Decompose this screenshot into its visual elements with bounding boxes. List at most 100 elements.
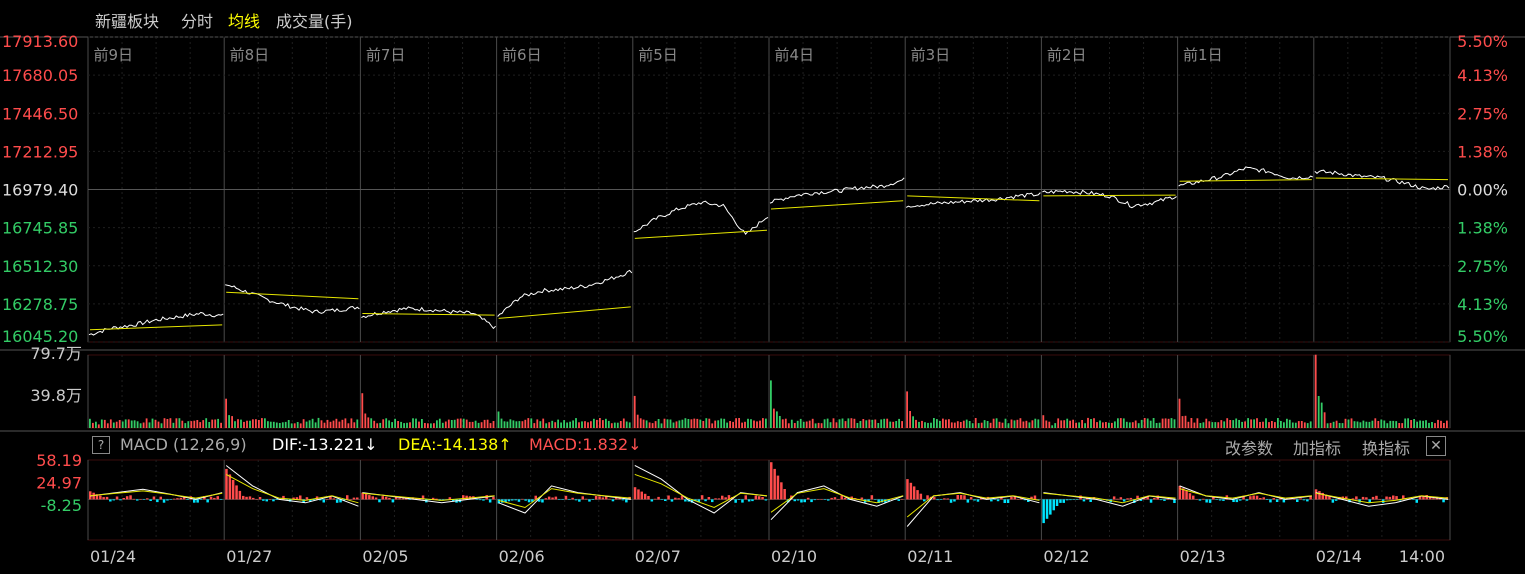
volume-bar	[424, 423, 426, 428]
macd-bar	[517, 499, 521, 502]
volume-bar	[1341, 423, 1344, 428]
macd-bar	[149, 499, 152, 501]
macd-bar	[1023, 499, 1027, 501]
macd-bar	[963, 495, 966, 500]
volume-bar	[1359, 422, 1362, 428]
macd-bar	[1318, 491, 1321, 500]
macd-bar	[704, 499, 707, 502]
volume-bar	[1291, 422, 1294, 428]
macd-bar	[584, 498, 588, 500]
volume-bar	[489, 423, 492, 428]
volume-bar	[1347, 419, 1350, 428]
macd-bar	[1072, 499, 1076, 500]
price-axis-label: 16979.40	[2, 181, 78, 200]
date-label: 02/12	[1043, 547, 1089, 566]
volume-bar	[841, 418, 844, 428]
volume-bar	[1004, 418, 1007, 428]
volume-bar	[672, 422, 675, 428]
volume-bar	[539, 421, 542, 428]
volume-bar	[678, 420, 681, 428]
macd-bar	[1055, 499, 1059, 506]
macd-bar	[547, 496, 551, 500]
volume-bar	[1072, 419, 1074, 428]
macd-bar	[129, 495, 132, 500]
help-button[interactable]: ?	[92, 436, 110, 454]
volume-bar	[1288, 419, 1291, 428]
price-line	[1042, 189, 1177, 209]
volume-bar	[1108, 422, 1110, 428]
macd-bar	[1033, 495, 1037, 500]
volume-bar	[1338, 423, 1341, 428]
macd-bar	[302, 499, 305, 503]
volume-bar	[590, 421, 592, 428]
macd-bar	[1146, 495, 1149, 500]
volume-bar	[106, 423, 109, 428]
macd-bar	[238, 490, 242, 500]
macd-bar	[364, 493, 368, 500]
macd-bar	[492, 496, 495, 500]
macd-bar	[1143, 497, 1146, 500]
macd-bar	[1242, 495, 1245, 500]
macd-bar	[667, 495, 670, 500]
close-icon[interactable]: ✕	[1426, 436, 1446, 456]
volume-bar	[681, 419, 684, 428]
macd-bar	[764, 499, 768, 501]
average-line	[226, 291, 359, 300]
macd-bar	[697, 499, 700, 503]
macd-bar	[690, 499, 694, 503]
volume-bar	[468, 421, 471, 428]
volume-bar	[246, 420, 248, 428]
macd-bar	[342, 499, 346, 501]
switch-indicator-button[interactable]: 换指标	[1362, 439, 1411, 458]
volume-bar	[1022, 421, 1025, 428]
volume-bar	[1446, 420, 1448, 428]
volume-bar	[1303, 422, 1306, 428]
volume-bar	[892, 421, 895, 428]
macd-bar	[431, 497, 435, 500]
volume-bar	[868, 419, 871, 428]
macd-bar	[388, 497, 391, 500]
tab-volume[interactable]: 成交量(手)	[276, 12, 353, 31]
volume-bar	[305, 421, 308, 428]
volume-bar	[199, 422, 202, 428]
macd-bar	[564, 495, 568, 500]
date-label: 02/13	[1180, 547, 1226, 566]
volume-bar	[1013, 420, 1016, 428]
macd-bar	[1003, 499, 1006, 503]
macd-bar	[162, 499, 166, 503]
dea-value: DEA:-14.138↑	[398, 435, 512, 454]
tab-average-line[interactable]: 均线	[228, 12, 261, 31]
volume-bar	[1090, 419, 1092, 428]
macd-bar	[625, 499, 628, 503]
volume-bar	[850, 418, 853, 428]
volume-bar	[1131, 422, 1134, 428]
macd-bar	[1075, 499, 1079, 500]
volume-bar	[906, 391, 908, 428]
macd-bar	[936, 499, 939, 501]
macd-bar	[1188, 493, 1192, 500]
macd-bar	[943, 498, 946, 500]
add-indicator-button[interactable]: 加指标	[1293, 439, 1342, 458]
macd-bar	[312, 499, 315, 501]
volume-bar	[1075, 422, 1077, 428]
macd-bar	[926, 495, 929, 500]
macd-bar	[166, 499, 169, 501]
average-line	[1043, 194, 1176, 197]
change-params-button[interactable]: 改参数	[1225, 439, 1274, 458]
volume-bar	[1042, 415, 1045, 428]
volume-bar	[1256, 418, 1258, 428]
macd-bar	[329, 496, 332, 500]
macd-bar	[465, 495, 468, 500]
volume-bar	[948, 419, 950, 428]
macd-bar	[156, 499, 159, 503]
macd-bar	[1275, 499, 1279, 502]
tab-timeshare[interactable]: 分时	[181, 12, 214, 31]
average-line	[1315, 177, 1449, 181]
macd-bar	[378, 499, 381, 503]
volume-bar	[1164, 418, 1167, 428]
macd-bar	[1249, 496, 1252, 500]
macd-bar	[252, 497, 255, 500]
volume-bar	[308, 420, 311, 428]
macd-bar	[352, 497, 356, 500]
macd-bar	[1306, 499, 1309, 502]
